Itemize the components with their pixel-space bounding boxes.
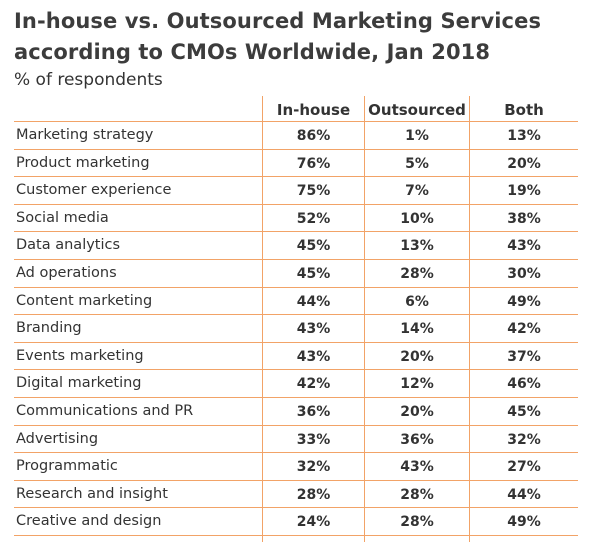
row-label: Events marketing: [16, 347, 144, 364]
row-label: Content marketing: [16, 292, 153, 309]
table-cell: 30%: [507, 266, 541, 282]
row-separator: [14, 424, 578, 426]
table-cell: 28%: [296, 486, 331, 503]
table-row: Branding 43% 14% 42%: [0, 315, 602, 343]
row-separator: [14, 479, 578, 481]
row-separator: [14, 507, 578, 509]
table-cell: 28%: [400, 514, 434, 531]
table-cell: 42%: [296, 376, 331, 393]
table-cell: 86%: [296, 128, 331, 144]
table-row: Creative and design 24% 28% 49%: [0, 508, 602, 536]
table-cell: 42%: [507, 321, 541, 338]
table-cell: 32%: [507, 431, 541, 448]
header-rule: [14, 121, 578, 122]
table-row: Marketing strategy 86% 1% 13%: [0, 122, 602, 150]
table-cell: 28%: [400, 266, 434, 282]
table-cell: 49%: [507, 514, 541, 531]
table-row: Research and insight 28% 28% 44%: [0, 481, 602, 509]
table-cell: 6%: [405, 293, 429, 310]
row-label: Ad operations: [16, 265, 117, 281]
table-cell: 36%: [296, 404, 331, 420]
row-label: Research and insight: [16, 485, 168, 502]
table-cell: 14%: [400, 321, 434, 338]
row-label: Data analytics: [16, 237, 121, 254]
row-separator: [14, 258, 578, 260]
table-cell: 32%: [296, 459, 331, 476]
row-label: Creative and design: [16, 513, 162, 530]
row-separator: [14, 452, 578, 454]
chart-subtitle: % of respondents: [14, 70, 163, 90]
table-cell: 36%: [400, 431, 434, 448]
column-divider: [262, 96, 263, 542]
table-cell: 43%: [400, 459, 434, 476]
table-row: Programmatic 32% 43% 27%: [0, 453, 602, 481]
table-cell: 19%: [507, 183, 541, 200]
table-cell: 13%: [400, 238, 434, 255]
row-label: Product marketing: [16, 154, 150, 171]
column-divider: [364, 96, 365, 542]
table-cell: 20%: [400, 348, 434, 365]
row-label: Digital marketing: [16, 375, 142, 392]
table-cell: 37%: [507, 348, 541, 365]
table-cell: 45%: [296, 238, 331, 255]
row-separator: [14, 314, 578, 316]
table-cell: 43%: [507, 238, 541, 255]
table-row: Advertising 33% 36% 32%: [0, 426, 602, 454]
table-cell: 12%: [400, 376, 434, 393]
table-cell: 38%: [507, 210, 541, 227]
table-cell: 45%: [296, 266, 331, 282]
column-header-outsourced: Outsourced: [368, 101, 466, 119]
table-cell: 13%: [507, 128, 541, 144]
chart-title: In-house vs. Outsourced Marketing Servic…: [14, 9, 542, 64]
table-cell: 43%: [296, 348, 331, 365]
row-label: Social media: [16, 209, 109, 226]
table-cell: 43%: [296, 321, 331, 338]
row-separator: [14, 148, 578, 150]
row-label: Advertising: [16, 430, 99, 447]
table-cell: 44%: [507, 486, 541, 503]
table-cell: 7%: [405, 183, 429, 200]
table-row: Communications and PR 36% 20% 45%: [0, 398, 602, 426]
table-cell: 27%: [507, 459, 541, 476]
column-divider: [469, 96, 470, 542]
table-cell: 28%: [400, 486, 434, 503]
row-label: Branding: [16, 320, 82, 337]
table-row: Product marketing 76% 5% 20%: [0, 150, 602, 178]
row-separator: [14, 203, 578, 205]
table-cell: 76%: [296, 155, 331, 172]
table-cell: 75%: [296, 183, 331, 200]
table-cell: 44%: [296, 293, 331, 310]
table-cell: 20%: [507, 155, 541, 172]
table-row: Events marketing 43% 20% 37%: [0, 343, 602, 371]
column-header-in-house: In-house: [276, 101, 351, 119]
table-cell: 24%: [296, 514, 331, 531]
row-separator: [14, 286, 578, 288]
row-separator: [14, 369, 578, 371]
row-label: Programmatic: [16, 458, 118, 475]
table-row: Ad operations 45% 28% 30%: [0, 260, 602, 288]
table-cell: 49%: [507, 293, 541, 310]
row-label: Marketing strategy: [16, 127, 154, 143]
row-label: Communications and PR: [16, 403, 194, 419]
row-separator: [14, 341, 578, 343]
row-separator: [14, 231, 578, 233]
column-header-both: Both: [504, 101, 544, 119]
table-row: Content marketing 44% 6% 49%: [0, 288, 602, 316]
row-label: Customer experience: [16, 182, 172, 199]
table-row: Social media 52% 10% 38%: [0, 205, 602, 233]
table-row: Data analytics 45% 13% 43%: [0, 232, 602, 260]
table-cell: 10%: [400, 210, 434, 227]
table-row: Customer experience 75% 7% 19%: [0, 177, 602, 205]
table-row: Digital marketing 42% 12% 46%: [0, 370, 602, 398]
table-cell: 52%: [296, 210, 331, 227]
table-cell: 1%: [405, 128, 429, 144]
table-cell: 5%: [405, 155, 429, 172]
table-cell: 46%: [507, 376, 541, 393]
row-separator: [14, 396, 578, 398]
row-separator: [14, 534, 578, 536]
table-cell: 20%: [400, 404, 434, 420]
table-cell: 45%: [507, 404, 541, 420]
row-separator: [14, 176, 578, 178]
table-cell: 33%: [296, 431, 331, 448]
